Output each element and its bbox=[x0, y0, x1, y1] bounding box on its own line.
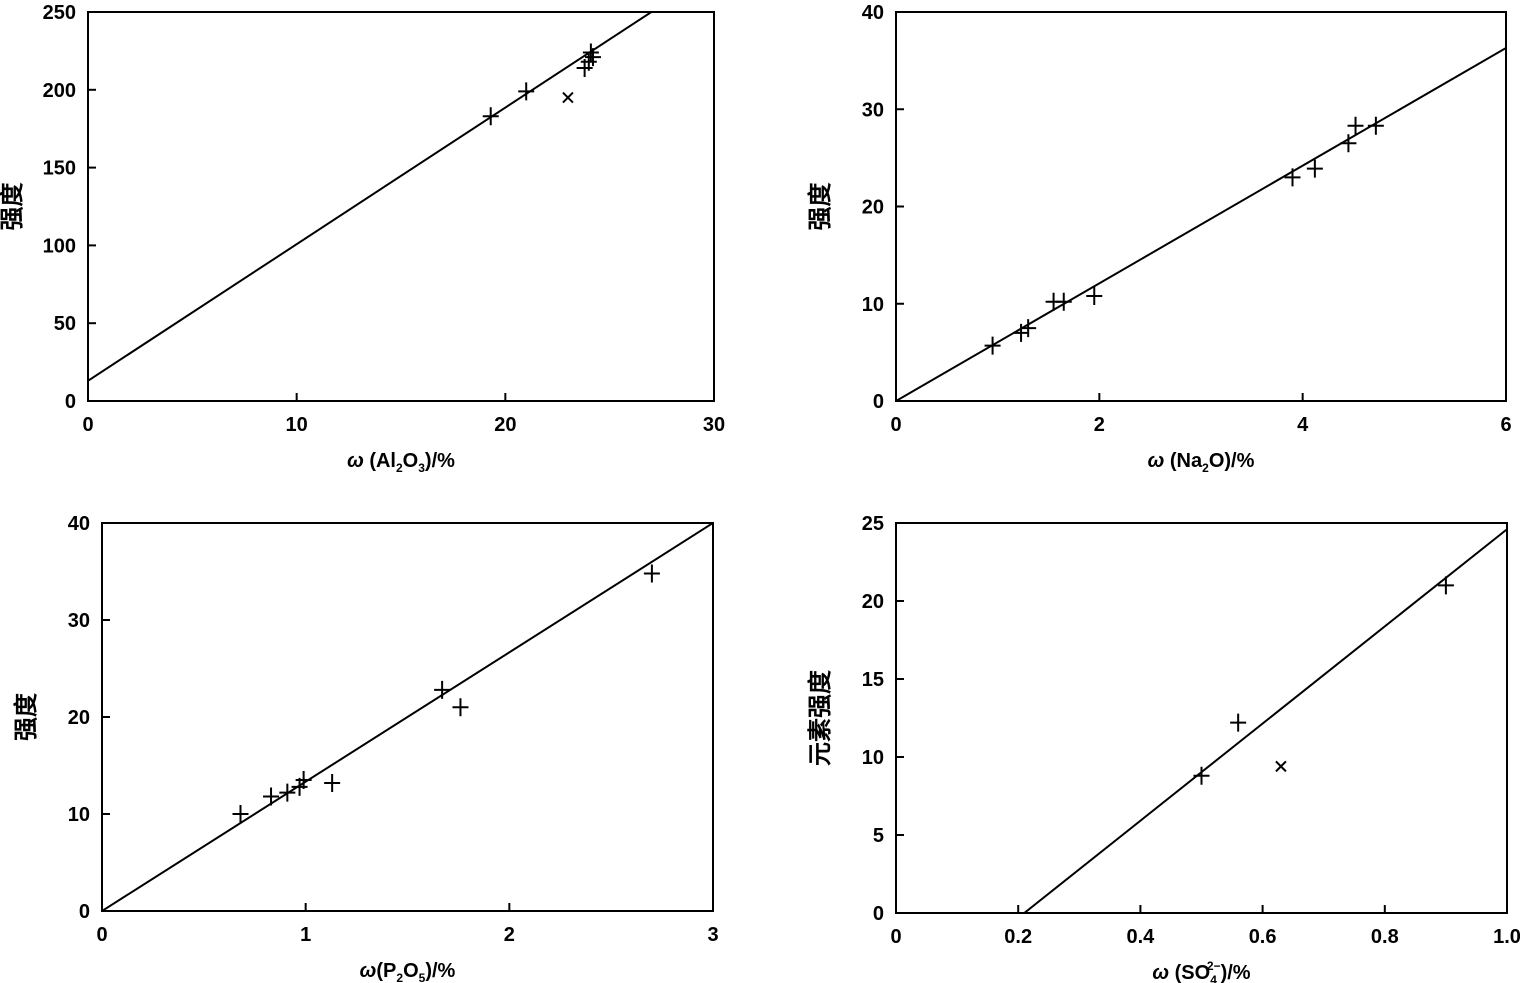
data-point bbox=[1020, 319, 1037, 338]
plot-frame bbox=[895, 11, 1507, 402]
x-tick-label: 0 bbox=[890, 926, 901, 948]
y-tick-label: 10 bbox=[862, 747, 884, 769]
y-axis-label: 强度 bbox=[0, 182, 26, 231]
data-point bbox=[1013, 323, 1030, 342]
x-tick-label: 4 bbox=[1297, 414, 1309, 436]
data-point bbox=[984, 336, 1001, 355]
data-point bbox=[263, 787, 280, 806]
y-tick-label: 0 bbox=[65, 391, 76, 413]
y-tick-label: 0 bbox=[79, 901, 90, 923]
y-tick-label: 50 bbox=[54, 313, 76, 335]
x-tick-label: 0.2 bbox=[1004, 926, 1032, 948]
x-axis-label: ω(P2O5)/% bbox=[360, 960, 456, 983]
y-tick-label: 40 bbox=[862, 2, 884, 24]
data-point bbox=[1086, 286, 1103, 305]
y-tick-label: 10 bbox=[862, 294, 884, 316]
x-tick-label: 0.6 bbox=[1249, 926, 1277, 948]
x-tick-label: 30 bbox=[703, 414, 725, 436]
x-tick-label: 20 bbox=[494, 414, 516, 436]
y-tick-label: 100 bbox=[43, 235, 76, 257]
data-point bbox=[580, 52, 597, 71]
data-point bbox=[324, 773, 341, 792]
x-tick-label: 2 bbox=[1094, 414, 1105, 436]
y-tick-label: 0 bbox=[873, 903, 884, 925]
y-tick-label: 30 bbox=[862, 99, 884, 121]
chart-panel-4: 0 0.2 0.4 0.6 0.8 1.0 0 5 10 15 20 25 ω (SO42−)/% 元素强… bbox=[806, 513, 1521, 983]
y-tick-label: 250 bbox=[43, 2, 76, 24]
data-point-cross bbox=[562, 91, 574, 104]
fit-line bbox=[896, 47, 1506, 401]
data-point bbox=[1230, 713, 1247, 732]
plot-frame bbox=[87, 11, 715, 402]
y-tick-label: 150 bbox=[43, 158, 76, 180]
x-tick-label: 0.4 bbox=[1126, 926, 1155, 948]
data-point-cross bbox=[1275, 760, 1287, 773]
x-tick-label: 6 bbox=[1500, 414, 1511, 436]
x-tick-label: 3 bbox=[707, 924, 718, 946]
y-tick-label: 10 bbox=[68, 804, 90, 826]
y-axis-label: 强度 bbox=[12, 692, 40, 741]
y-tick-label: 40 bbox=[68, 513, 90, 535]
y-tick-label: 20 bbox=[862, 591, 884, 613]
chart-panel-2: 0 2 4 6 0 10 20 30 40 ω (Na2O)/% 强度 bbox=[806, 2, 1512, 475]
x-tick-label: 10 bbox=[286, 414, 308, 436]
data-point bbox=[232, 805, 249, 823]
data-point bbox=[482, 107, 499, 126]
data-point bbox=[434, 680, 451, 699]
data-point bbox=[1437, 576, 1454, 595]
x-tick-label: 0 bbox=[82, 414, 93, 436]
fit-line bbox=[88, 12, 652, 382]
y-tick-label: 200 bbox=[43, 80, 76, 102]
y-tick-label: 5 bbox=[873, 825, 884, 847]
data-point bbox=[1367, 116, 1384, 135]
x-tick-label: 2 bbox=[504, 924, 515, 946]
x-tick-label: 0.8 bbox=[1371, 926, 1399, 948]
x-tick-label: 1.0 bbox=[1493, 926, 1521, 948]
data-point bbox=[584, 48, 601, 67]
y-tick-label: 15 bbox=[862, 669, 884, 691]
x-axis-label: ω (SO42−)/% bbox=[1152, 959, 1250, 983]
y-axis-label: 强度 bbox=[806, 182, 834, 231]
data-point bbox=[582, 43, 599, 62]
y-tick-label: 20 bbox=[862, 197, 884, 219]
plot-frame bbox=[895, 522, 1508, 914]
x-axis-label: ω (Al2O3)/% bbox=[347, 450, 455, 475]
data-point bbox=[1055, 292, 1072, 311]
y-tick-label: 0 bbox=[873, 391, 884, 413]
data-point bbox=[1284, 168, 1301, 187]
data-point bbox=[295, 771, 312, 790]
data-point bbox=[1193, 766, 1210, 785]
data-point bbox=[1347, 116, 1364, 135]
data-point bbox=[1340, 134, 1357, 153]
x-tick-label: 0 bbox=[890, 414, 901, 436]
data-point bbox=[1306, 159, 1323, 178]
y-tick-label: 25 bbox=[862, 513, 884, 535]
chart-panel-1: 0 10 20 30 0 50 100 150 200 250 ω (Al2O3)/% 强度 bbox=[0, 2, 725, 475]
x-axis-label: ω (Na2O)/% bbox=[1148, 450, 1255, 475]
data-point bbox=[518, 82, 535, 101]
data-point bbox=[452, 698, 469, 717]
y-axis-label: 元素强度 bbox=[806, 669, 834, 766]
y-tick-label: 30 bbox=[68, 610, 90, 632]
fit-line bbox=[102, 523, 713, 911]
x-tick-label: 1 bbox=[300, 924, 311, 946]
x-tick-label: 0 bbox=[96, 924, 107, 946]
y-tick-label: 20 bbox=[68, 707, 90, 729]
fit-line bbox=[1023, 528, 1507, 913]
data-point bbox=[279, 783, 296, 802]
data-point bbox=[643, 564, 660, 583]
